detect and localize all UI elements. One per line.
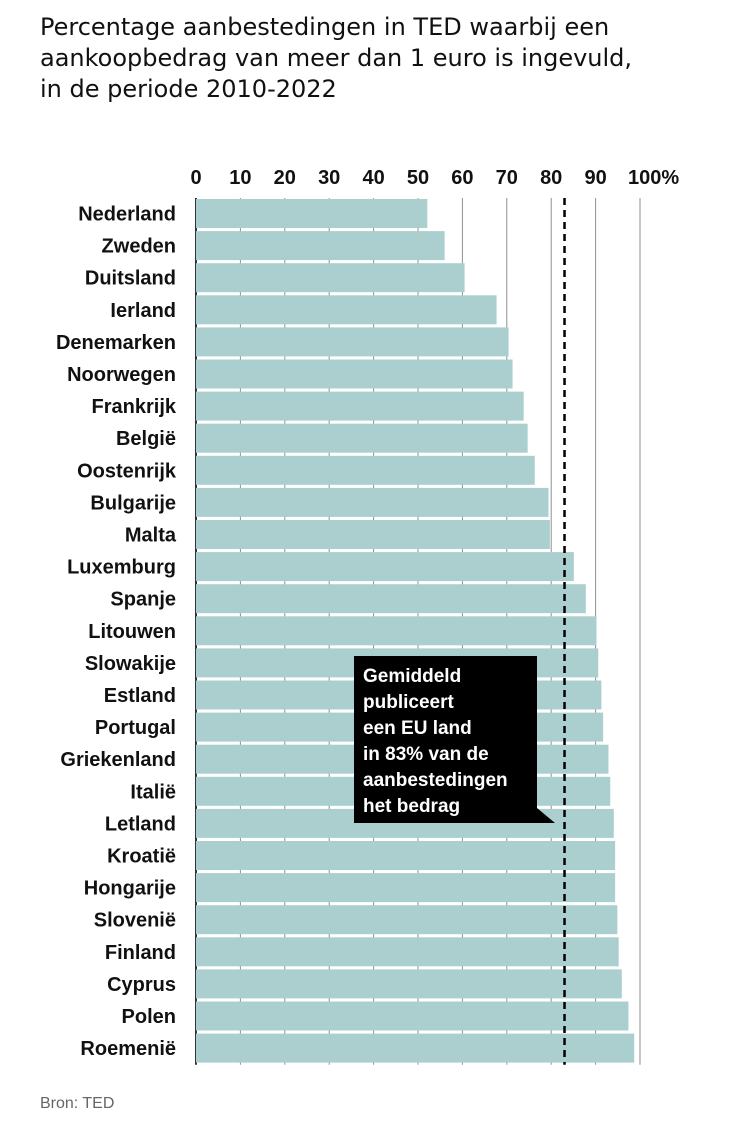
category-label: Noorwegen [67,364,176,386]
bar [196,1001,629,1031]
category-label: Cyprus [107,974,176,996]
source-note: Bron: TED [40,1095,115,1112]
bar [196,231,445,261]
category-label: Slowakije [85,653,176,675]
bar [196,455,535,485]
category-label: Italië [130,781,176,803]
bar [196,520,550,549]
category-label: Oostenrijk [77,460,177,482]
annotation-box [354,656,537,823]
category-label: Griekenland [60,749,176,771]
category-label: Polen [122,1006,176,1028]
x-tick-label: 70 [496,167,518,189]
bar-chart: 0 10 20 30 40 50 60 70 80 90 100% Nederland Zweden D… [56,167,679,1065]
chart-title-line: in de periode 2010-2022 [40,75,337,103]
x-tick-label: 100% [628,167,679,189]
bar [196,937,619,967]
x-tick-label: 0 [190,167,201,189]
x-tick-label: 20 [274,167,296,189]
category-label: Spanje [110,589,176,611]
bar [196,487,549,517]
category-label: Bulgarije [90,492,176,514]
category-label: Finland [105,942,176,964]
category-label: Malta [125,525,177,547]
category-label: Nederland [78,204,176,226]
bar [196,584,586,614]
bar [196,552,574,582]
category-label: Slovenië [94,910,176,932]
bar [196,841,616,870]
annotation-line: publiceert [363,692,454,713]
category-label: Litouwen [88,621,176,643]
x-tick-label: 90 [584,167,606,189]
category-label: België [116,428,176,450]
category-label: Letland [105,813,176,835]
x-tick-label: 80 [540,167,562,189]
chart-title-line: Percentage aanbestedingen in TED waarbij… [40,13,610,41]
category-label: Denemarken [56,332,176,354]
bar [196,327,509,357]
annotation-line: het bedrag [363,796,460,817]
bar [196,423,528,453]
bar [196,616,597,646]
chart-title: Percentage aanbestedingen in TED waarbij… [40,12,730,105]
bars [196,199,635,1063]
category-label: Hongarije [84,878,176,900]
bar [196,295,497,325]
category-label: Kroatië [107,846,176,868]
bar [196,263,465,293]
average-overlay: Gemiddeld publiceert een EU land in 83% van… [354,198,566,1065]
annotation-line: in 83% van de [363,744,489,765]
annotation-line: een EU land [363,718,472,739]
bar [196,391,524,421]
bar [196,969,622,999]
annotation-line: Gemiddeld [363,666,461,687]
bar [196,199,428,228]
category-label: Zweden [102,236,176,258]
category-label: Duitsland [85,268,176,290]
x-tick-label: 50 [407,167,429,189]
category-labels: Nederland Zweden Duitsland Ierland Denemarke… [56,204,177,1061]
x-axis-ticks: 0 10 20 30 40 50 60 70 80 90 100% [190,167,679,189]
category-label: Ierland [110,300,176,322]
bar [196,359,513,389]
bar [196,905,618,935]
category-label: Frankrijk [92,396,177,418]
x-tick-label: 40 [362,167,384,189]
category-label: Estland [104,685,176,707]
bar [196,1033,635,1063]
category-label: Portugal [95,717,176,739]
x-tick-label: 10 [229,167,251,189]
category-label: Roemenië [80,1038,176,1060]
chart-title-line: aankoopbedrag van meer dan 1 euro is ing… [40,44,633,72]
category-label: Luxemburg [67,557,176,579]
bar [196,873,616,903]
annotation-line: aanbestedingen [363,770,508,791]
x-tick-label: 60 [451,167,473,189]
x-tick-label: 30 [318,167,340,189]
annotation-pointer [537,808,555,823]
